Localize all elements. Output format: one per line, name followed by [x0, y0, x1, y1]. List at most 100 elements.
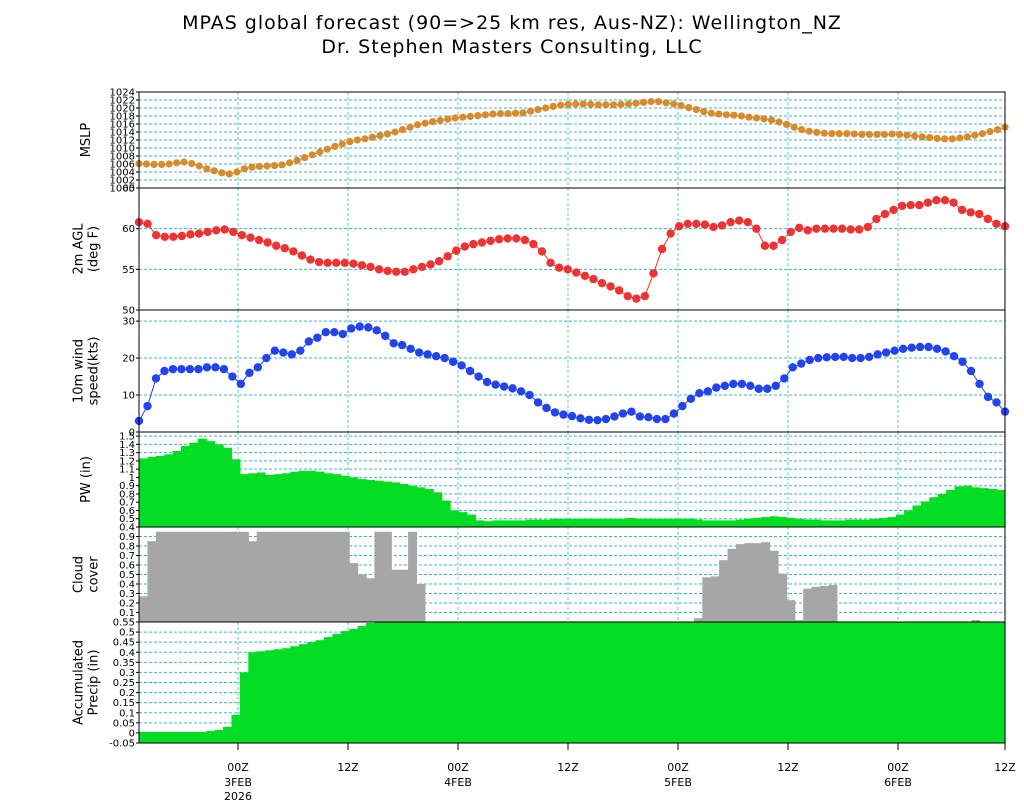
- wind-point: [431, 352, 441, 361]
- temp-point: [820, 224, 830, 233]
- wind-point: [822, 353, 831, 362]
- mslp-point: [745, 113, 753, 121]
- mslp-point: [835, 130, 843, 138]
- wind-point: [330, 327, 339, 337]
- cloud-bar: [340, 531, 350, 622]
- pw-bar: [466, 514, 476, 527]
- mslp-point: [813, 128, 821, 136]
- temp-point: [717, 221, 727, 230]
- temp-point: [357, 261, 367, 270]
- precip-bar: [853, 622, 863, 743]
- y-tick-label: 0.5: [119, 570, 135, 581]
- mslp-point: [700, 108, 708, 116]
- temp-point: [743, 217, 752, 227]
- y-tick-label: 0.1: [119, 708, 135, 719]
- wind-point: [321, 327, 330, 337]
- temp-point: [469, 239, 478, 249]
- wind-point: [482, 377, 492, 387]
- pw-bar: [660, 518, 670, 527]
- temp-point: [220, 225, 229, 234]
- mslp-point: [353, 136, 361, 144]
- precip-bar: [298, 644, 308, 743]
- pw-bar: [895, 514, 905, 527]
- wind-point: [907, 343, 916, 352]
- temp-point: [169, 232, 178, 241]
- mslp-point: [926, 134, 934, 142]
- temp-point: [880, 209, 890, 219]
- pw-bar: [332, 474, 342, 527]
- pw-bar: [206, 441, 216, 527]
- pw-bar: [357, 479, 367, 527]
- temp-point: [674, 222, 684, 231]
- wind-point: [695, 388, 704, 398]
- precip-bar: [862, 622, 872, 743]
- temp-point: [297, 251, 307, 260]
- mslp-point: [707, 109, 715, 117]
- cloud-bar: [223, 531, 233, 622]
- y-tick-label: 1004: [110, 168, 135, 179]
- precip-bar: [433, 622, 443, 743]
- mslp-point: [278, 161, 286, 169]
- precip-bar: [323, 637, 333, 743]
- cloud-bar: [307, 531, 317, 622]
- x-year-label: 2026: [224, 790, 252, 800]
- pw-bar: [315, 471, 325, 527]
- temp-point: [940, 196, 950, 205]
- pw-bar: [811, 519, 821, 527]
- precip-bar: [441, 622, 451, 743]
- y-tick-label: 0.35: [113, 658, 135, 669]
- wind-point: [313, 333, 322, 342]
- cloud-bar: [710, 576, 720, 622]
- precip-bar: [256, 651, 266, 743]
- pw-bar: [458, 512, 468, 527]
- cloud-bar: [719, 560, 729, 622]
- mslp-point: [218, 169, 226, 177]
- precip-bar: [139, 731, 149, 743]
- temp-point: [332, 258, 341, 268]
- pw-bar: [744, 518, 754, 527]
- mslp-point: [542, 104, 550, 112]
- temp-point: [623, 291, 632, 301]
- wind-point: [542, 403, 551, 413]
- temp-point: [803, 226, 812, 235]
- x-tick-label: 12Z: [337, 761, 359, 774]
- mslp-point: [165, 160, 173, 168]
- mslp-point: [301, 154, 309, 162]
- temp-point: [271, 241, 281, 250]
- temp-point: [923, 198, 933, 207]
- pw-bar: [626, 517, 636, 527]
- temp-point: [949, 198, 958, 207]
- precip-bar: [349, 629, 359, 743]
- pw-bar: [349, 477, 359, 527]
- mslp-point: [255, 162, 264, 170]
- precip-bar: [391, 622, 401, 743]
- wind-point: [924, 342, 933, 352]
- pw-bar: [534, 519, 544, 527]
- temp-point: [649, 269, 658, 278]
- mslp-point: [903, 131, 911, 139]
- mslp-point: [677, 102, 685, 110]
- mslp-point: [632, 99, 640, 107]
- cloud-bar: [744, 543, 754, 622]
- panel-wind: 0 10 20 30 10m wind speed(kts): [72, 309, 1010, 439]
- precip-bar: [769, 622, 779, 743]
- pw-bar: [929, 497, 939, 527]
- mslp-point: [534, 106, 542, 114]
- temp-point: [194, 229, 204, 238]
- precip-bar: [668, 622, 678, 743]
- pw-bar: [391, 482, 401, 527]
- precip-bar: [214, 729, 224, 743]
- pw-bar: [870, 518, 880, 527]
- mslp-point: [549, 102, 557, 110]
- precip-bar: [584, 622, 594, 743]
- temp-point: [537, 247, 547, 256]
- y-axis-label: (deg F): [87, 226, 102, 272]
- pw-bar: [450, 510, 460, 527]
- precip-bar: [870, 622, 880, 743]
- cloud-bar: [794, 620, 804, 622]
- precip-bar: [567, 622, 577, 743]
- pw-bar: [281, 473, 291, 527]
- pw-bar: [475, 520, 485, 527]
- pw-bar: [786, 517, 796, 527]
- pw-bar: [366, 479, 376, 527]
